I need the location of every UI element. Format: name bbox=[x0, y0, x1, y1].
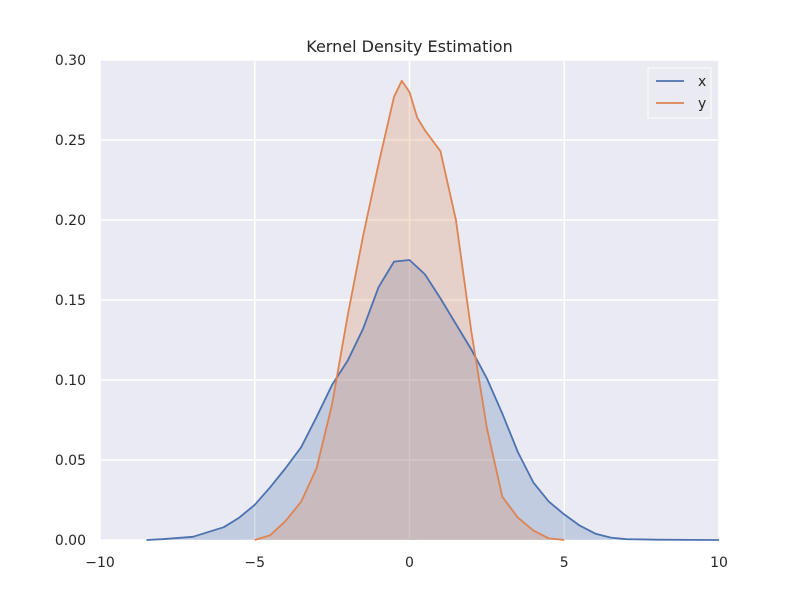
x-tick-labels: −10 −5 0 5 10 bbox=[85, 555, 728, 571]
chart-title: Kernel Density Estimation bbox=[306, 37, 512, 56]
y-tick-label: 0.30 bbox=[55, 53, 86, 69]
y-tick-label: 0.05 bbox=[55, 453, 86, 469]
x-tick-label: 5 bbox=[560, 555, 569, 571]
grid-lines bbox=[99, 59, 720, 541]
legend-label-y: y bbox=[698, 96, 706, 112]
series-x-line bbox=[146, 259, 720, 541]
y-tick-labels: 0.00 0.05 0.10 0.15 0.20 0.25 0.30 bbox=[55, 53, 86, 549]
y-tick-label: 0.25 bbox=[55, 133, 86, 149]
x-tick-label: 0 bbox=[405, 555, 414, 571]
y-tick-label: 0.15 bbox=[55, 293, 86, 309]
series-y-line bbox=[254, 79, 565, 541]
legend: xy bbox=[647, 67, 712, 119]
legend-label-x: x bbox=[698, 74, 706, 90]
series-layer bbox=[146, 79, 720, 541]
y-tick-label: 0.20 bbox=[55, 213, 86, 229]
x-tick-label: −10 bbox=[85, 555, 115, 571]
legend-box bbox=[647, 67, 712, 119]
series-y-area bbox=[254, 80, 565, 541]
x-tick-label: −5 bbox=[244, 555, 265, 571]
x-tick-label: 10 bbox=[710, 555, 728, 571]
y-tick-label: 0.10 bbox=[55, 373, 86, 389]
series-x-area bbox=[146, 260, 720, 540]
y-tick-label: 0.00 bbox=[55, 533, 86, 549]
